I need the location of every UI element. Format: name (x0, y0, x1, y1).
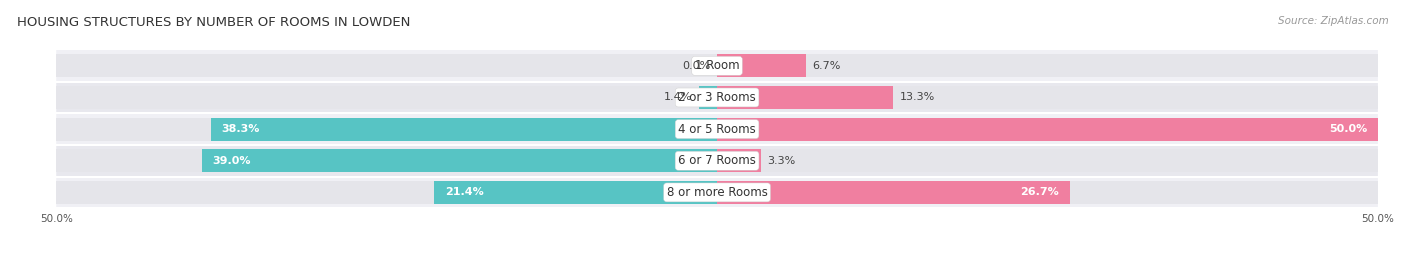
FancyBboxPatch shape (56, 176, 1378, 208)
Text: 21.4%: 21.4% (444, 187, 484, 197)
Bar (717, 86, 893, 109)
Text: HOUSING STRUCTURES BY NUMBER OF ROOMS IN LOWDEN: HOUSING STRUCTURES BY NUMBER OF ROOMS IN… (17, 16, 411, 29)
Bar (56, 149, 1378, 172)
Bar (717, 181, 1070, 204)
Bar (56, 86, 1378, 109)
Text: 6.7%: 6.7% (813, 61, 841, 71)
Bar (699, 86, 717, 109)
Bar (201, 149, 717, 172)
FancyBboxPatch shape (56, 113, 1378, 145)
Bar (717, 54, 806, 77)
Text: 3.3%: 3.3% (768, 156, 796, 166)
Text: 50.0%: 50.0% (1329, 124, 1367, 134)
Bar (717, 118, 1378, 140)
Text: 6 or 7 Rooms: 6 or 7 Rooms (678, 154, 756, 167)
Text: 1 Room: 1 Room (695, 59, 740, 72)
Text: 13.3%: 13.3% (900, 93, 935, 102)
FancyBboxPatch shape (56, 82, 1378, 113)
Text: 2 or 3 Rooms: 2 or 3 Rooms (678, 91, 756, 104)
Text: 39.0%: 39.0% (212, 156, 250, 166)
Bar (56, 54, 1378, 77)
Bar (56, 181, 1378, 204)
Bar (211, 118, 717, 140)
Text: Source: ZipAtlas.com: Source: ZipAtlas.com (1278, 16, 1389, 26)
Bar (434, 181, 717, 204)
Text: 0.0%: 0.0% (682, 61, 710, 71)
Text: 1.4%: 1.4% (664, 93, 692, 102)
Text: 8 or more Rooms: 8 or more Rooms (666, 186, 768, 199)
Text: 4 or 5 Rooms: 4 or 5 Rooms (678, 123, 756, 136)
Bar (717, 149, 761, 172)
Text: 26.7%: 26.7% (1021, 187, 1059, 197)
Text: 38.3%: 38.3% (222, 124, 260, 134)
Bar (56, 118, 1378, 140)
FancyBboxPatch shape (56, 50, 1378, 82)
FancyBboxPatch shape (56, 145, 1378, 176)
